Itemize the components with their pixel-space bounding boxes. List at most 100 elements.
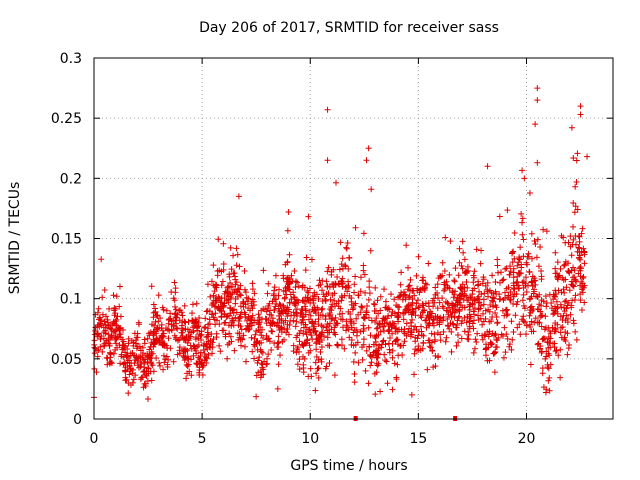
data-point bbox=[427, 314, 434, 321]
data-point bbox=[133, 354, 140, 361]
data-point bbox=[304, 337, 311, 344]
data-point bbox=[482, 341, 489, 348]
data-point bbox=[543, 303, 550, 310]
data-point bbox=[132, 372, 139, 379]
data-point bbox=[149, 362, 156, 369]
data-point bbox=[534, 319, 541, 326]
data-point bbox=[156, 359, 163, 366]
data-point bbox=[277, 324, 284, 331]
data-point bbox=[319, 305, 326, 312]
data-point bbox=[477, 302, 484, 309]
data-point bbox=[450, 321, 457, 328]
data-point bbox=[550, 296, 557, 303]
data-point bbox=[531, 237, 538, 244]
x-axis-label: GPS time / hours bbox=[290, 458, 407, 474]
data-point bbox=[214, 272, 221, 279]
data-point bbox=[185, 318, 192, 325]
data-point bbox=[444, 308, 451, 315]
data-point bbox=[296, 356, 303, 363]
data-point bbox=[514, 324, 521, 331]
data-point bbox=[312, 328, 319, 335]
data-point bbox=[552, 287, 559, 294]
data-point bbox=[265, 335, 272, 342]
data-point bbox=[180, 353, 187, 360]
data-point bbox=[552, 265, 559, 272]
data-point bbox=[554, 275, 561, 282]
data-point bbox=[104, 361, 111, 368]
data-point bbox=[333, 179, 340, 186]
data-point bbox=[533, 254, 540, 261]
data-point bbox=[108, 334, 115, 341]
data-point bbox=[305, 213, 312, 220]
data-point bbox=[365, 145, 372, 152]
data-point bbox=[327, 306, 334, 313]
data-point bbox=[226, 330, 233, 337]
data-point bbox=[99, 348, 106, 355]
data-point bbox=[344, 240, 351, 247]
data-point bbox=[526, 269, 533, 276]
data-point bbox=[372, 319, 379, 326]
data-point bbox=[182, 346, 189, 353]
data-point bbox=[324, 334, 331, 341]
data-point bbox=[303, 298, 310, 305]
data-point bbox=[519, 167, 526, 174]
data-point bbox=[335, 298, 342, 305]
data-point bbox=[352, 273, 359, 280]
data-point bbox=[545, 377, 552, 384]
data-point bbox=[512, 312, 519, 319]
data-point bbox=[479, 321, 486, 328]
data-point bbox=[399, 310, 406, 317]
data-point bbox=[249, 312, 256, 319]
data-point bbox=[351, 379, 358, 386]
data-point bbox=[343, 245, 350, 252]
data-point bbox=[389, 330, 396, 337]
data-point bbox=[226, 271, 233, 278]
data-point bbox=[521, 175, 528, 182]
data-point bbox=[148, 283, 155, 290]
data-point bbox=[532, 277, 539, 284]
data-point bbox=[259, 361, 266, 368]
data-point bbox=[126, 371, 133, 378]
data-point bbox=[371, 370, 378, 377]
data-point bbox=[407, 333, 414, 340]
data-point bbox=[203, 308, 210, 315]
data-point bbox=[211, 288, 218, 295]
data-point bbox=[368, 186, 375, 193]
data-point bbox=[514, 262, 521, 269]
data-point bbox=[190, 342, 197, 349]
data-point bbox=[370, 349, 377, 356]
data-point bbox=[546, 352, 553, 359]
data-point bbox=[345, 265, 352, 272]
data-point bbox=[229, 307, 236, 314]
data-point bbox=[436, 299, 443, 306]
data-point bbox=[371, 301, 378, 308]
data-point bbox=[209, 311, 216, 318]
data-point bbox=[110, 350, 117, 357]
data-point bbox=[378, 344, 385, 351]
data-point bbox=[489, 341, 496, 348]
data-point bbox=[577, 265, 584, 272]
data-point bbox=[284, 304, 291, 311]
data-point bbox=[558, 304, 565, 311]
data-point bbox=[213, 317, 220, 324]
data-point bbox=[424, 366, 431, 373]
data-point bbox=[105, 331, 112, 338]
data-point bbox=[220, 240, 227, 247]
data-point bbox=[539, 365, 546, 372]
data-point bbox=[384, 380, 391, 387]
data-point bbox=[518, 210, 525, 217]
data-point bbox=[482, 346, 489, 353]
data-point bbox=[352, 349, 359, 356]
data-point bbox=[316, 338, 323, 345]
data-point bbox=[536, 301, 543, 308]
data-point bbox=[98, 256, 105, 263]
data-point bbox=[449, 302, 456, 309]
data-point bbox=[381, 320, 388, 327]
data-point bbox=[554, 310, 561, 317]
data-point bbox=[193, 300, 200, 307]
data-point bbox=[112, 346, 119, 353]
data-point bbox=[576, 233, 583, 240]
data-point bbox=[245, 305, 252, 312]
data-point bbox=[236, 263, 243, 270]
